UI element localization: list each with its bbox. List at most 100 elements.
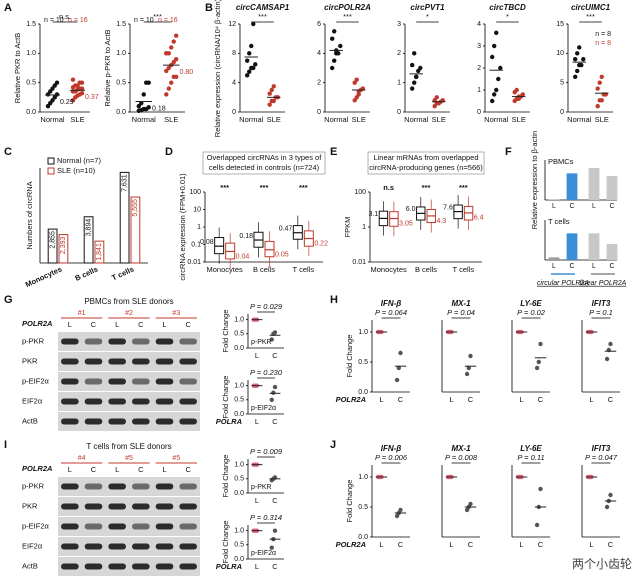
x-tick-label: C (398, 395, 404, 404)
band (61, 523, 79, 530)
band (108, 358, 126, 365)
data-point (269, 545, 274, 550)
y-tick-label: 1.5 (116, 21, 126, 28)
bar (606, 244, 618, 260)
y-tick-label: 3 (397, 21, 401, 28)
band (108, 398, 126, 405)
data-point (577, 45, 582, 50)
data-point (271, 84, 276, 89)
lane-label: C (138, 465, 144, 474)
x-tick-label: C (272, 562, 278, 571)
x-tick-label: Normal (40, 115, 65, 124)
group-label: linear POLR2A (580, 280, 627, 287)
y-tick-label: 0.0 (234, 345, 244, 352)
band (61, 418, 79, 425)
band (84, 378, 103, 385)
y-tick-label: 12 (228, 21, 236, 28)
x-tick-label: L (592, 203, 596, 210)
data-point (79, 86, 85, 91)
band (155, 563, 174, 570)
band (179, 378, 197, 385)
watermark: 两个小齿轮 (572, 557, 632, 571)
y-axis-label: Fold Change (221, 521, 230, 564)
panel-letter: G (4, 294, 13, 306)
data-point (595, 103, 600, 109)
data-point (579, 62, 584, 68)
gene-label: POLR2A (22, 319, 52, 328)
band (155, 523, 174, 530)
data-point (269, 337, 274, 342)
inner-label: p-EIF2α (251, 405, 276, 412)
x-axis-label: POLRA (216, 562, 242, 571)
y-tick-label: 0.5 (116, 80, 126, 87)
gel (58, 372, 200, 391)
lane-label: L (115, 465, 119, 474)
data-point (166, 86, 171, 91)
band (132, 398, 150, 405)
band (108, 543, 126, 550)
mean-label: 0.80 (180, 69, 194, 76)
data-point (330, 65, 335, 71)
data-point (573, 57, 578, 62)
band (179, 503, 197, 510)
median-label: 0.05 (275, 252, 289, 259)
y-axis-label: Relative p-PKR to ActB (103, 29, 112, 106)
y-tick-label: 1.0 (234, 462, 244, 469)
data-point (79, 80, 85, 85)
y-tick-label: 0 (232, 109, 236, 116)
band (61, 338, 79, 345)
band (132, 418, 150, 425)
legend-label: SLE (n=10) (57, 166, 96, 175)
row-label: ActB (22, 416, 38, 425)
y-tick-label: 1 (362, 224, 366, 231)
band (108, 338, 126, 345)
data-point (139, 101, 144, 106)
data-point (79, 91, 85, 96)
significance: *** (459, 183, 468, 192)
p-value: P = 0.006 (375, 453, 408, 462)
inner-label: p-PKR (251, 484, 272, 491)
data-point (174, 57, 179, 62)
data-point (245, 58, 250, 63)
gel (58, 557, 200, 576)
x-tick-label: L (379, 540, 383, 549)
inner-label: p-EIF2α (251, 550, 276, 557)
data-point (520, 92, 525, 97)
significance: *** (299, 183, 308, 192)
band (179, 398, 197, 405)
bar (94, 240, 105, 264)
x-axis-label: POLRA (216, 417, 242, 426)
value-label: 1,841 (96, 243, 103, 261)
data-point (271, 98, 276, 104)
y-tick-label: 0 (397, 109, 401, 116)
x-tick-label: L (592, 263, 596, 270)
gel (58, 392, 200, 411)
chart-title: Linear mRNAs from overlapped circRNA-prod… (369, 153, 483, 172)
band (179, 523, 197, 530)
y-axis-label: Fold Change (345, 480, 354, 523)
band (179, 563, 197, 570)
panel-letter: J (330, 439, 336, 451)
bar (566, 173, 578, 200)
band (84, 523, 103, 530)
x-tick-label: L (255, 417, 259, 426)
x-tick-label: C (468, 540, 474, 549)
x-tick-label: SLE (432, 115, 446, 124)
data-point (251, 21, 256, 27)
chart-title: IFIT3 (592, 299, 611, 308)
x-tick-label: C (272, 496, 278, 505)
data-point (354, 77, 359, 82)
lane-label: C (185, 320, 191, 329)
band (132, 338, 150, 345)
bar (566, 233, 578, 260)
data-point (597, 80, 602, 85)
median-label: 0.47 (279, 226, 293, 233)
data-point (412, 51, 417, 56)
median-label: 0.18 (239, 233, 253, 240)
band (108, 503, 126, 510)
data-point (414, 74, 419, 80)
p-value: P = 0.008 (445, 453, 478, 462)
data-point (267, 91, 272, 96)
x-tick-label: B cells (415, 265, 437, 274)
